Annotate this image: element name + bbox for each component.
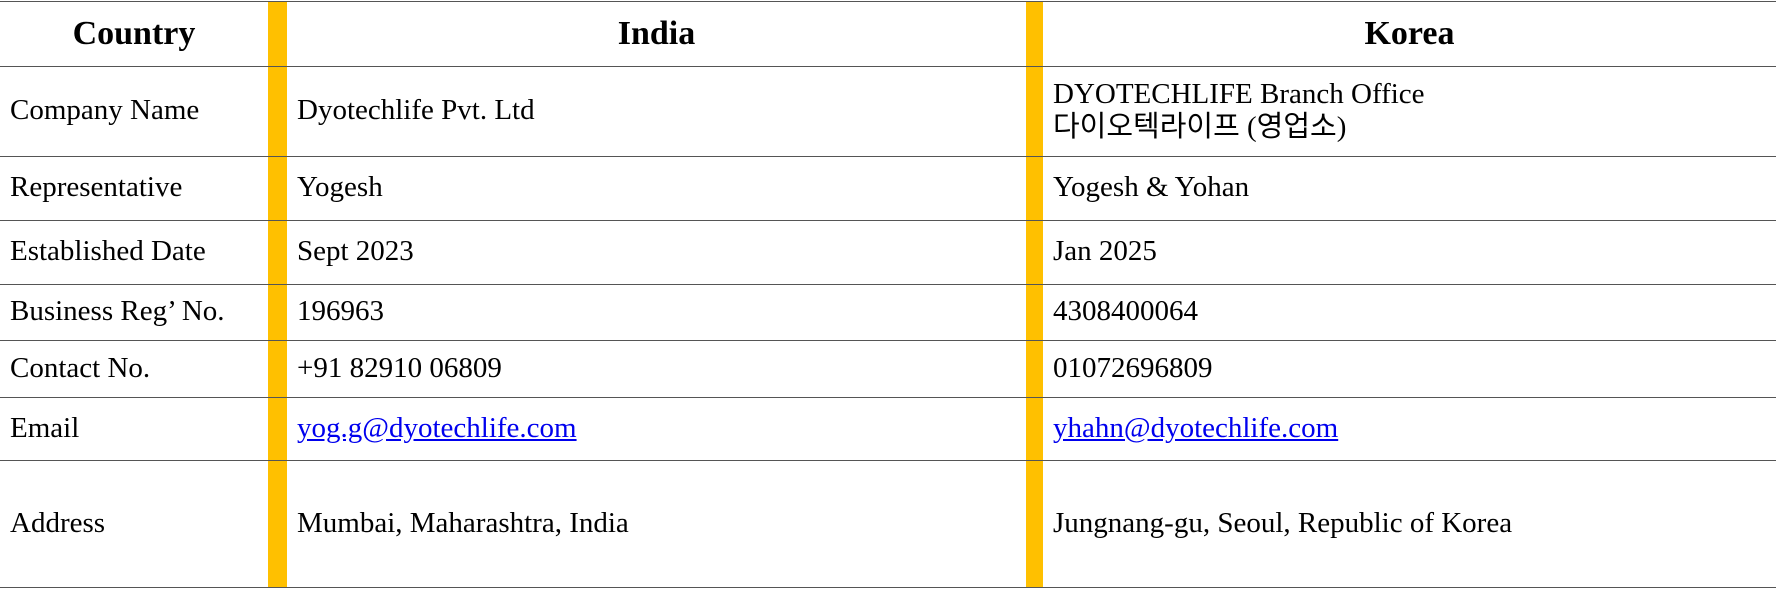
table-cell: Sept 2023: [287, 220, 1026, 284]
cell-text: 01072696809: [1053, 351, 1213, 384]
table-cell: Jan 2025: [1043, 220, 1776, 284]
cell-text: Mumbai, Maharashtra, India: [297, 506, 629, 539]
cell-text: Dyotechlife Pvt. Ltd: [297, 94, 535, 127]
cell-text: Yogesh: [297, 171, 383, 204]
row-border: [0, 397, 1776, 398]
table-cell: Business Reg’ No.: [0, 284, 268, 340]
cell-text: 4308400064: [1053, 295, 1198, 328]
table-cell: 4308400064: [1043, 284, 1776, 340]
table-cell: Yogesh: [287, 156, 1026, 220]
cell-text: Jan 2025: [1053, 235, 1157, 268]
cell-text: Sept 2023: [297, 235, 414, 268]
table-cell: 196963: [287, 284, 1026, 340]
cell-text: Company Name: [10, 94, 200, 127]
row-border: [0, 220, 1776, 221]
table-cell: yhahn@dyotechlife.com: [1043, 397, 1776, 460]
table-cell: 01072696809: [1043, 340, 1776, 397]
column-accent: [1026, 2, 1043, 587]
cell-text: Established Date: [10, 235, 206, 268]
row-border: [0, 66, 1776, 67]
row-border: [0, 156, 1776, 157]
table-cell: Established Date: [0, 220, 268, 284]
table-cell: Mumbai, Maharashtra, India: [287, 460, 1026, 587]
header-text: Country: [72, 15, 196, 53]
cell-text: Contact No.: [10, 351, 151, 384]
table-cell: Representative: [0, 156, 268, 220]
row-border: [0, 1, 1776, 2]
table-cell: Email: [0, 397, 268, 460]
header-cell: Korea: [1043, 2, 1776, 66]
table-cell: +91 82910 06809: [287, 340, 1026, 397]
cell-text: Address: [10, 506, 106, 539]
table-cell: Jungnang-gu, Seoul, Republic of Korea: [1043, 460, 1776, 587]
cell-text: 다이오텍라이프 (영업소): [1053, 111, 1347, 143]
cell-text: Representative: [10, 171, 183, 204]
table-cell: yog.g@dyotechlife.com: [287, 397, 1026, 460]
cell-text: +91 82910 06809: [297, 351, 502, 384]
cell-text: DYOTECHLIFE Branch Office: [1053, 77, 1425, 110]
table-cell: Dyotechlife Pvt. Ltd: [287, 66, 1026, 156]
table-cell: Contact No.: [0, 340, 268, 397]
row-border: [0, 460, 1776, 461]
row-border: [0, 340, 1776, 341]
header-cell: India: [287, 2, 1026, 66]
row-border: [0, 284, 1776, 285]
header-text: India: [617, 15, 696, 53]
table-cell: Company Name: [0, 66, 268, 156]
row-border: [0, 587, 1776, 588]
table-cell: Yogesh & Yohan: [1043, 156, 1776, 220]
header-cell: Country: [0, 2, 268, 66]
cell-text: 196963: [297, 295, 384, 328]
email-link[interactable]: yhahn@dyotechlife.com: [1053, 411, 1339, 444]
column-accent: [268, 2, 287, 587]
table-cell: DYOTECHLIFE Branch Office 다이오텍라이프 (영업소): [1043, 66, 1776, 156]
cell-text: Jungnang-gu, Seoul, Republic of Korea: [1053, 506, 1513, 539]
cell-text: Yogesh & Yohan: [1053, 171, 1250, 204]
table-cell: Address: [0, 460, 268, 587]
header-text: Korea: [1364, 15, 1455, 53]
email-link[interactable]: yog.g@dyotechlife.com: [297, 411, 577, 444]
cell-text: Business Reg’ No.: [10, 295, 225, 328]
cell-text: Email: [10, 411, 80, 444]
